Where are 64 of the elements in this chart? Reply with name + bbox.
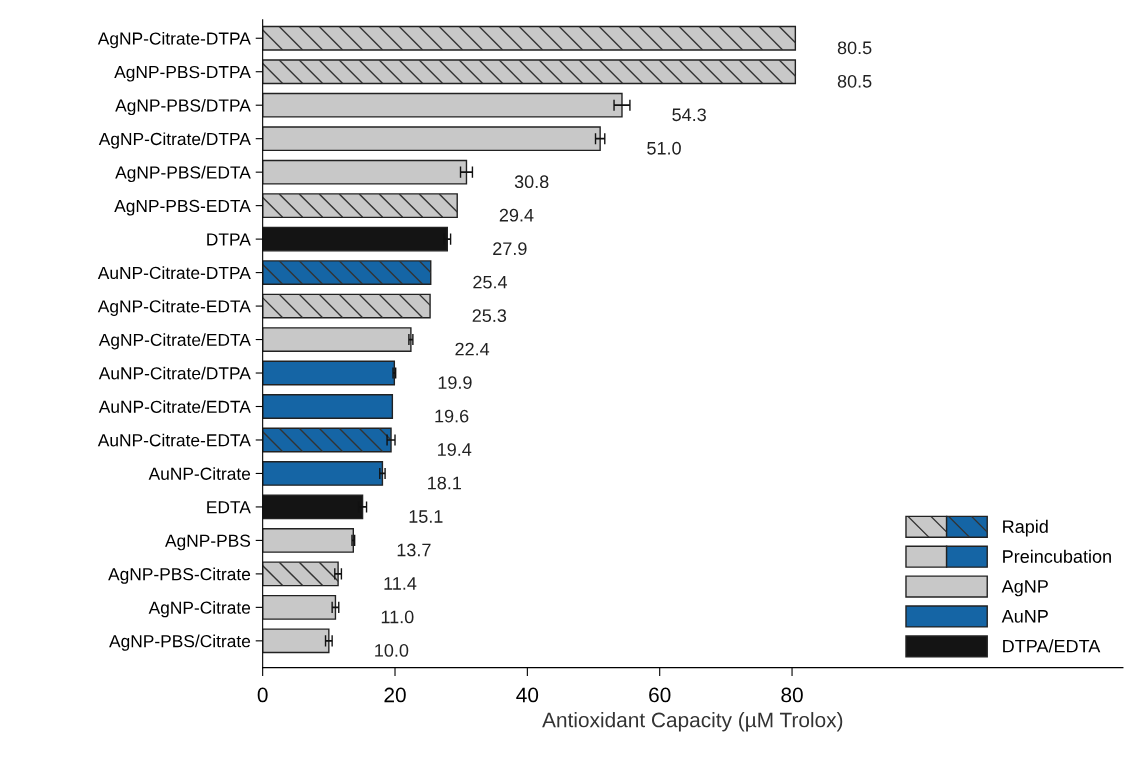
- bar: [262, 327, 412, 352]
- x-tick-label: 40: [516, 687, 539, 703]
- legend-label: AuNP: [1001, 610, 1048, 623]
- bar: [262, 594, 337, 620]
- bar: [262, 159, 468, 185]
- x-tick-label: 60: [649, 687, 671, 703]
- bar: [262, 461, 384, 486]
- data-label: 25.3: [472, 309, 507, 323]
- y-tick-label: AgNP-PBS/DTPA: [115, 98, 251, 116]
- data-label: 22.4: [455, 342, 490, 356]
- bar: [262, 59, 797, 85]
- x-tick-label: 0: [257, 687, 268, 703]
- y-tick-label: AgNP-PBS/EDTA: [115, 165, 251, 183]
- y-tick-label: DTPA: [207, 233, 251, 246]
- bar: [262, 25, 797, 51]
- y-tick-label: AgNP-Citrate/EDTA: [98, 333, 251, 350]
- bar: [262, 527, 355, 553]
- data-label: 18.1: [428, 476, 462, 490]
- bar: [262, 126, 601, 152]
- legend-label: Rapid: [1003, 519, 1048, 537]
- bar: [262, 226, 448, 252]
- data-label: 13.7: [397, 543, 431, 557]
- y-tick-label: AgNP-PBS-EDTA: [114, 199, 251, 216]
- data-label: 11.4: [384, 577, 417, 590]
- y-tick-label: AgNP-Citrate: [148, 601, 251, 618]
- data-label: 15.1: [409, 510, 443, 523]
- y-tick-label: AuNP-Citrate/DTPA: [98, 366, 251, 380]
- bar: [262, 628, 330, 654]
- legend-label: DTPA/EDTA: [1003, 639, 1101, 653]
- bar: [262, 561, 339, 587]
- data-label: 27.9: [493, 242, 527, 256]
- x-tick-label: 20: [384, 687, 406, 703]
- data-label: 11.0: [381, 610, 414, 624]
- x-axis-title: Antioxidant Capacity (µM Trolox): [542, 712, 843, 732]
- y-tick-label: AgNP-Citrate-EDTA: [97, 299, 251, 316]
- bar: [262, 92, 623, 118]
- data-label: 30.8: [514, 175, 549, 189]
- data-label: 19.9: [438, 376, 472, 389]
- y-tick-label: AgNP-PBS/Citrate: [109, 634, 251, 651]
- bar: [262, 494, 364, 520]
- x-tick-label: 80: [781, 687, 803, 703]
- data-label: 19.4: [438, 443, 472, 456]
- y-tick-label: AgNP-Citrate-DTPA: [97, 31, 251, 49]
- y-tick-label: AuNP-Citrate-DTPA: [97, 266, 251, 280]
- data-label: 29.4: [499, 208, 534, 222]
- data-label: 19.6: [435, 409, 469, 423]
- data-label: 25.4: [473, 275, 508, 289]
- legend-label: Preincubation: [1003, 549, 1111, 563]
- bar: [262, 293, 431, 319]
- data-label: 54.3: [672, 108, 706, 122]
- y-tick-label: AgNP-PBS: [165, 534, 251, 551]
- data-label: 10.0: [375, 644, 409, 657]
- data-label: 51.0: [647, 141, 681, 155]
- y-tick-label: AuNP-Citrate/EDTA: [98, 400, 251, 413]
- y-tick-label: EDTA: [207, 501, 251, 514]
- legend-label: AgNP: [1001, 580, 1048, 597]
- y-tick-label: AgNP-PBS-DTPA: [114, 65, 251, 82]
- data-label: 80.5: [837, 41, 872, 55]
- data-label: 80.5: [837, 74, 872, 88]
- y-tick-label: AgNP-Citrate/DTPA: [98, 132, 251, 149]
- y-tick-label: AuNP-Citrate: [148, 467, 251, 480]
- bar: [262, 193, 458, 219]
- y-tick-label: AgNP-PBS-Citrate: [108, 567, 251, 584]
- y-tick-label: AuNP-Citrate-EDTA: [97, 433, 251, 447]
